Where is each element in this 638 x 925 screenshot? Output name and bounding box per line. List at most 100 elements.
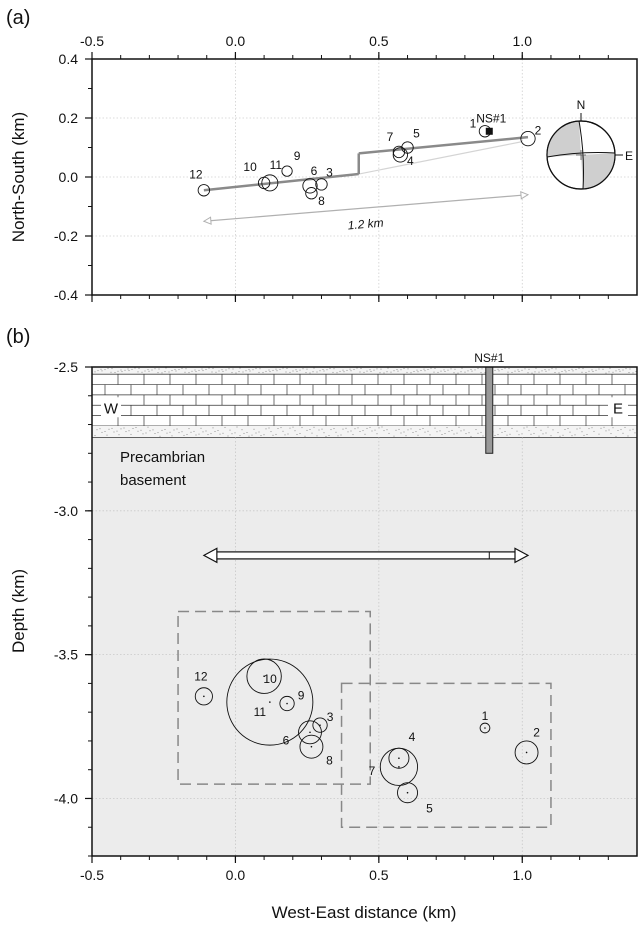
sand-dot [511, 427, 513, 429]
sand-dot [173, 429, 175, 431]
sand-dot [516, 430, 518, 432]
event-label: 8 [326, 754, 333, 768]
event-center [398, 757, 400, 759]
sand-dot [127, 368, 129, 370]
event-circle [299, 734, 324, 759]
sand-dot [578, 367, 580, 369]
sand-dot [608, 429, 610, 431]
sand-dot [468, 432, 470, 434]
sand-dot [534, 371, 536, 373]
sand-dot [526, 426, 528, 428]
sand-dot [316, 435, 318, 437]
event-center [406, 791, 409, 794]
event-circle [379, 747, 419, 786]
sand-dot [504, 430, 506, 432]
sand-dot [186, 434, 188, 436]
sand-dot [356, 367, 358, 369]
sand-dot [312, 371, 314, 373]
event-label: 6 [311, 164, 318, 178]
sand-dot [499, 428, 501, 430]
sand-dot [239, 435, 241, 437]
sand-dot [323, 432, 325, 434]
sand-dot [436, 431, 438, 433]
event-circle [514, 740, 539, 765]
sand-dot [457, 372, 459, 374]
event-circle [305, 187, 318, 200]
sand-dot [434, 427, 436, 429]
sand-dot [369, 426, 371, 428]
sand-dot [104, 431, 106, 433]
sand-dot [282, 367, 284, 369]
sand-dot [171, 370, 173, 372]
sand-dot [255, 432, 257, 434]
sand-dot [535, 367, 537, 369]
e-label: E [613, 400, 623, 417]
sand-dot [509, 433, 511, 435]
sand-dot [475, 429, 477, 431]
sand-dot [295, 369, 297, 371]
sand-dot [557, 432, 559, 434]
sand-dot [615, 435, 617, 437]
scale-arrow-head [520, 191, 530, 200]
event-center [310, 745, 313, 748]
sand-dot [289, 371, 291, 373]
sand-dot [424, 431, 426, 433]
sand-dot [454, 368, 456, 370]
panel-b-label: (b) [6, 326, 30, 348]
event-circle [302, 178, 318, 194]
sand-dot [444, 370, 446, 372]
sand-dot [94, 435, 96, 437]
sand-dot [371, 430, 373, 432]
sand-dot [116, 430, 118, 432]
sand-dot [194, 369, 196, 371]
sand-dot [407, 429, 409, 431]
sand-dot [591, 427, 593, 429]
sand-dot [581, 431, 583, 433]
sand-dot [335, 431, 337, 433]
sand-dot [135, 427, 137, 429]
sand-dot [541, 370, 543, 372]
sandstone-layer [92, 425, 637, 438]
event-circle [194, 687, 213, 706]
limestone-layer [91, 373, 638, 427]
sand-dot [555, 368, 557, 370]
sand-dot [140, 429, 142, 431]
sand-dot [249, 370, 251, 372]
sand-dot [369, 369, 371, 371]
x-tick-label: 0.0 [226, 33, 246, 49]
sand-dot [299, 369, 301, 371]
sand-dot [359, 430, 361, 432]
sand-dot [591, 369, 593, 371]
event-circle [197, 184, 211, 197]
sand-dot [227, 435, 229, 437]
event-circle [392, 145, 406, 159]
sand-dot [96, 429, 98, 431]
sand-dot [130, 433, 132, 435]
double-arrow-head [202, 547, 218, 564]
sand-dot [277, 427, 279, 429]
y-tick-label: 0.0 [59, 169, 79, 185]
sand-dot [497, 368, 499, 370]
sand-dot [185, 368, 187, 370]
sand-dot [183, 434, 185, 436]
double-arrow-shaft [215, 551, 517, 560]
sand-dot [624, 426, 626, 428]
sand-dot [582, 368, 584, 370]
sand-dot [527, 372, 529, 374]
sand-dot [134, 367, 136, 369]
sand-dot [528, 368, 530, 370]
sand-dot [494, 370, 496, 372]
sand-dot [268, 369, 270, 371]
sand-dot [434, 368, 436, 370]
sand-dot [296, 433, 298, 435]
sand-dot [484, 372, 486, 374]
sand-dot [161, 429, 163, 431]
event-circle [261, 174, 279, 192]
sand-dot [282, 430, 284, 432]
sand-dot [159, 435, 161, 437]
sand-dot [506, 434, 508, 436]
sand-dot [212, 427, 214, 429]
sand-dot [236, 426, 238, 428]
